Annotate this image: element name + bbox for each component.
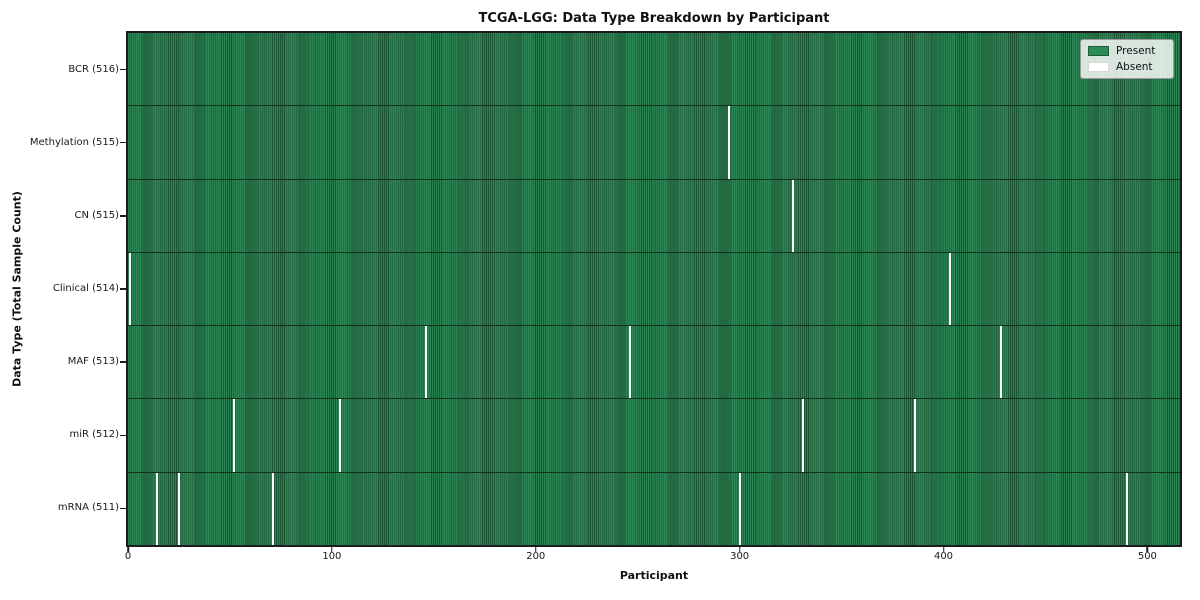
- x-tick-mark: [331, 547, 333, 552]
- x-tick-label: 500: [1137, 551, 1157, 562]
- y-tick-mark: [120, 215, 126, 217]
- heatmap-row-Methylation: [128, 105, 1180, 179]
- present-swatch-icon: [1088, 46, 1109, 56]
- y-tick-label: MAF (513): [67, 356, 119, 368]
- y-tick-mark: [120, 141, 126, 144]
- y-tick-label: CN (515): [74, 209, 119, 221]
- y-tick-mark: [120, 434, 126, 437]
- heatmap-row-BCR: [128, 33, 1180, 106]
- y-tick-label: Clinical (514): [52, 283, 119, 294]
- x-axis-label: Participant: [619, 569, 689, 582]
- heatmap-row-CN: [128, 178, 1180, 252]
- x-tick-label: 400: [933, 551, 954, 562]
- absent-line: [424, 326, 427, 399]
- absent-line: [628, 326, 631, 399]
- x-tick-label: 300: [730, 551, 750, 562]
- y-tick-label: mRNA (511): [57, 502, 119, 514]
- heatmap-row-mRNA: [128, 471, 1180, 545]
- legend-item-present: Present: [1088, 45, 1165, 57]
- x-tick-mark: [1146, 547, 1149, 552]
- absent-line: [129, 252, 132, 326]
- absent-line: [999, 326, 1002, 399]
- heatmap-row-Clinical: [128, 251, 1180, 326]
- absent-line: [1125, 472, 1128, 545]
- y-tick-label: BCR (516): [68, 63, 119, 75]
- absent-line: [948, 252, 951, 326]
- y-tick-mark: [120, 68, 126, 71]
- legend: Present Absent: [1080, 39, 1174, 79]
- heatmap-row-MAF: [128, 325, 1180, 399]
- absent-line: [233, 399, 235, 472]
- absent-line: [155, 472, 158, 545]
- absent-line: [339, 399, 342, 472]
- legend-label-present: Present: [1116, 45, 1156, 57]
- heatmap-row-miR: [128, 398, 1180, 472]
- y-tick-label: Methylation (515): [29, 136, 119, 148]
- absent-line: [801, 399, 804, 472]
- legend-item-absent: Absent: [1088, 61, 1165, 73]
- x-tick-mark: [738, 547, 741, 552]
- absent-line: [177, 472, 180, 545]
- x-tick-mark: [535, 547, 537, 552]
- plot-area: [126, 31, 1182, 547]
- absent-line: [738, 472, 741, 545]
- absent-swatch-icon: [1088, 62, 1109, 72]
- chart-title: TCGA-LGG: Data Type Breakdown by Partici…: [478, 11, 830, 26]
- x-tick-label: 0: [124, 551, 132, 562]
- y-tick-label: miR (512): [69, 429, 119, 441]
- absent-line: [271, 472, 274, 545]
- y-tick-mark: [120, 507, 126, 510]
- x-tick-mark: [127, 547, 129, 552]
- y-tick-mark: [120, 288, 126, 290]
- legend-label-absent: Absent: [1116, 61, 1153, 73]
- absent-line: [728, 106, 731, 179]
- x-tick-label: 100: [322, 551, 342, 562]
- x-tick-mark: [942, 547, 945, 552]
- y-tick-mark: [120, 361, 126, 363]
- x-tick-label: 200: [526, 551, 546, 562]
- absent-line: [791, 179, 794, 252]
- absent-line: [913, 399, 916, 472]
